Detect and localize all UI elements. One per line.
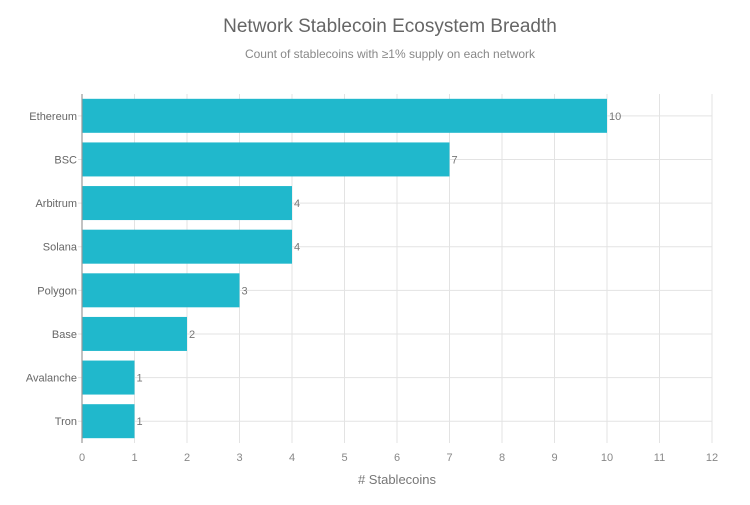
y-tick-label: Solana [43,242,78,254]
x-tick-label: 11 [654,452,665,464]
y-tick-label: Tron [55,416,77,428]
data-label: 10 [609,111,621,123]
chart-title: Network Stablecoin Ecosystem Breadth [223,16,557,37]
x-tick-label: 12 [706,452,718,464]
data-label: 4 [294,198,300,210]
data-label: 1 [137,416,143,428]
x-tick-label: 8 [499,452,505,464]
data-label: 7 [452,154,458,166]
x-tick-label: 7 [446,452,452,464]
y-tick-label: Polygon [37,285,77,297]
bar-arbitrum [82,186,292,221]
y-tick-label: BSC [54,154,77,166]
bar-tron [82,404,135,439]
bar-avalanche [82,360,135,395]
bar-bsc [82,142,450,177]
x-tick-label: 9 [551,452,557,464]
data-label: 1 [137,373,143,385]
bar-ethereum [82,98,607,133]
y-tick-label: Avalanche [26,373,77,385]
bar-solana [82,229,292,264]
data-label: 2 [189,329,195,341]
y-tick-label: Arbitrum [35,198,77,210]
chart-subtitle: Count of stablecoins with ≥1% supply on … [245,47,536,61]
bar-base [82,316,187,351]
x-tick-label: 6 [394,452,400,464]
bar-polygon [82,273,240,308]
x-tick-label: 10 [601,452,613,464]
x-tick-label: 2 [184,452,190,464]
y-tick-label: Ethereum [29,111,77,123]
x-tick-label: 4 [289,452,295,464]
x-tick-label: 0 [79,452,85,464]
x-tick-label: 5 [341,452,347,464]
x-axis-label: # Stablecoins [358,472,437,487]
x-tick-label: 3 [236,452,242,464]
x-tick-label: 1 [131,452,137,464]
data-label: 4 [294,242,300,254]
y-tick-label: Base [52,329,77,341]
data-label: 3 [242,285,248,297]
